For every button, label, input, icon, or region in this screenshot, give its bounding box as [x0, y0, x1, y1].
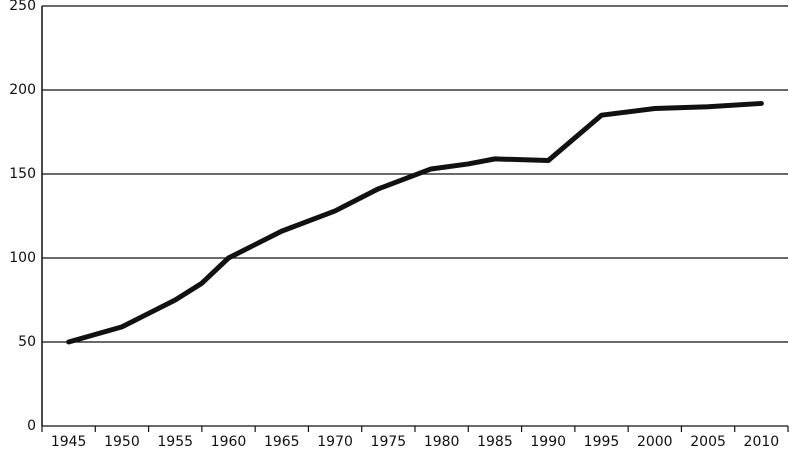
x-tick-label: 2005	[690, 434, 726, 450]
x-tick-label: 1970	[317, 434, 353, 450]
x-tick-label: 1965	[264, 434, 300, 450]
y-tick-label: 250	[9, 0, 36, 14]
x-tick-label: 1950	[104, 434, 140, 450]
x-tick-label: 2010	[744, 434, 780, 450]
x-tick-label: 1990	[530, 434, 566, 450]
x-tick-label: 1975	[371, 434, 407, 450]
x-tick-label: 1985	[477, 434, 513, 450]
y-tick-label: 50	[18, 334, 36, 350]
x-tick-label: 1945	[51, 434, 87, 450]
y-tick-label: 100	[9, 250, 36, 266]
x-tick-label: 1995	[584, 434, 620, 450]
x-tick-label: 1960	[211, 434, 247, 450]
x-tick-label: 1955	[157, 434, 193, 450]
y-tick-label: 200	[9, 82, 36, 98]
x-tick-label: 1980	[424, 434, 460, 450]
x-tick-label: 2000	[637, 434, 673, 450]
data-line	[66, 100, 764, 345]
y-tick-label: 0	[27, 418, 36, 434]
y-tick-label: 150	[9, 166, 36, 182]
